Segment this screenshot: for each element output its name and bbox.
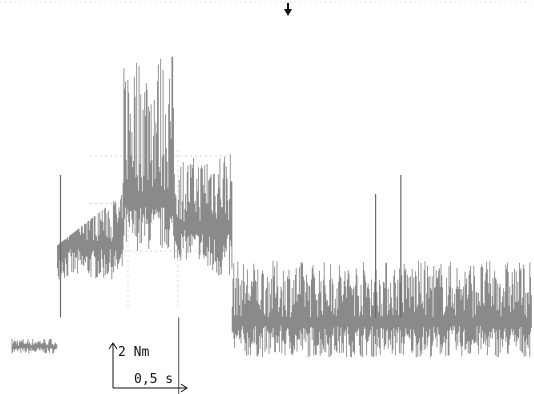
torque-trace [11,56,532,358]
down-arrow-icon [284,3,292,16]
trace-segment-5 [231,260,532,358]
trace-segment-1 [57,195,124,280]
scale-up-arrow-icon [108,342,118,350]
trace-segment-4 [203,154,233,276]
trace-segment-0 [11,339,58,354]
scale-bar-lines [112,344,186,389]
scale-right-arrow-icon [180,383,188,393]
trigger-marker [284,3,292,16]
scale-bar [108,342,188,393]
scale-horizontal-label: 0,5 s [134,372,173,387]
trace-segment-3 [173,158,204,261]
spike-group [59,175,402,394]
trace-segment-2 [122,56,174,251]
scale-vertical-label: 2 Nm [118,345,149,360]
grid [0,1,534,310]
